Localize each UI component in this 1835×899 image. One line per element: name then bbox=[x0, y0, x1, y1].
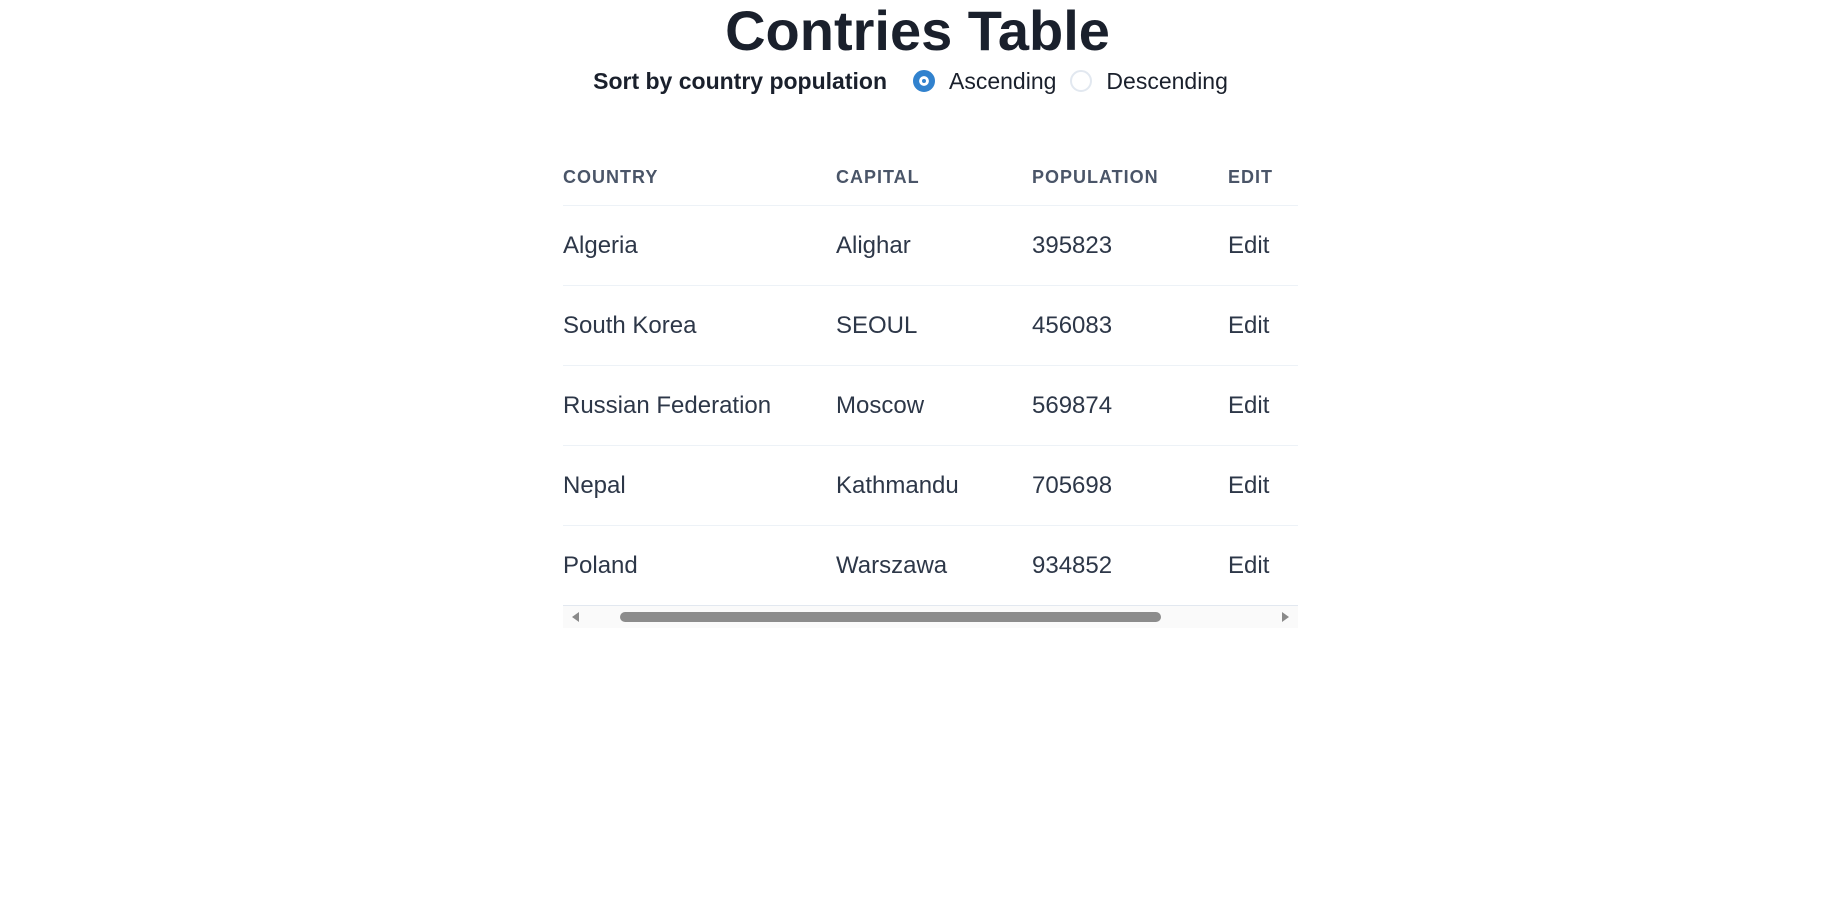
countries-table: COUNTRY CAPITAL POPULATION EDIT Algeria … bbox=[563, 150, 1298, 606]
table-row: Nepal Kathmandu 705698 Edit bbox=[563, 445, 1298, 526]
cell-country: Nepal bbox=[563, 445, 836, 526]
ascending-radio[interactable] bbox=[913, 70, 935, 92]
edit-link[interactable]: Edit bbox=[1228, 525, 1298, 606]
sort-ascending-option[interactable]: Ascending bbox=[913, 68, 1056, 95]
cell-capital: Moscow bbox=[836, 365, 1032, 446]
scroll-left-arrow-icon[interactable] bbox=[572, 612, 579, 622]
header-population: POPULATION bbox=[1032, 150, 1228, 206]
descending-label[interactable]: Descending bbox=[1106, 67, 1228, 94]
header-capital: CAPITAL bbox=[836, 150, 1032, 206]
edit-link[interactable]: Edit bbox=[1228, 205, 1298, 286]
cell-country: Algeria bbox=[563, 205, 836, 286]
cell-population: 569874 bbox=[1032, 365, 1228, 446]
cell-capital: Kathmandu bbox=[836, 445, 1032, 526]
cell-population: 705698 bbox=[1032, 445, 1228, 526]
cell-population: 395823 bbox=[1032, 205, 1228, 286]
table-header-row: COUNTRY CAPITAL POPULATION EDIT bbox=[563, 150, 1298, 206]
scroll-right-arrow-icon[interactable] bbox=[1282, 612, 1289, 622]
cell-population: 934852 bbox=[1032, 525, 1228, 606]
countries-table-container: COUNTRY CAPITAL POPULATION EDIT Algeria … bbox=[563, 150, 1298, 628]
edit-link[interactable]: Edit bbox=[1228, 365, 1298, 446]
cell-country: Poland bbox=[563, 525, 836, 606]
descending-radio[interactable] bbox=[1070, 70, 1093, 92]
cell-country: South Korea bbox=[563, 285, 836, 366]
edit-link[interactable]: Edit bbox=[1228, 285, 1298, 366]
cell-capital: Alighar bbox=[836, 205, 1032, 286]
table-row: Algeria Alighar 395823 Edit bbox=[563, 205, 1298, 286]
sort-label: Sort by country population bbox=[593, 67, 887, 94]
cell-capital: Warszawa bbox=[836, 525, 1032, 606]
sort-descending-option[interactable]: Descending bbox=[1070, 67, 1228, 95]
table-row: South Korea SEOUL 456083 Edit bbox=[563, 285, 1298, 366]
table-row: Russian Federation Moscow 569874 Edit bbox=[563, 365, 1298, 446]
page-title: Contries Table bbox=[725, 0, 1110, 62]
cell-population: 456083 bbox=[1032, 285, 1228, 366]
table-row: Poland Warszawa 934852 Edit bbox=[563, 525, 1298, 606]
scrollbar-thumb[interactable] bbox=[620, 612, 1161, 622]
header-country: COUNTRY bbox=[563, 150, 836, 206]
edit-link[interactable]: Edit bbox=[1228, 445, 1298, 526]
sort-controls: Sort by country population Ascending Des… bbox=[0, 64, 1835, 98]
cell-country: Russian Federation bbox=[563, 365, 836, 446]
cell-capital: SEOUL bbox=[836, 285, 1032, 366]
header-edit: EDIT bbox=[1228, 150, 1298, 206]
ascending-label[interactable]: Ascending bbox=[949, 67, 1057, 94]
horizontal-scrollbar[interactable] bbox=[563, 606, 1298, 628]
